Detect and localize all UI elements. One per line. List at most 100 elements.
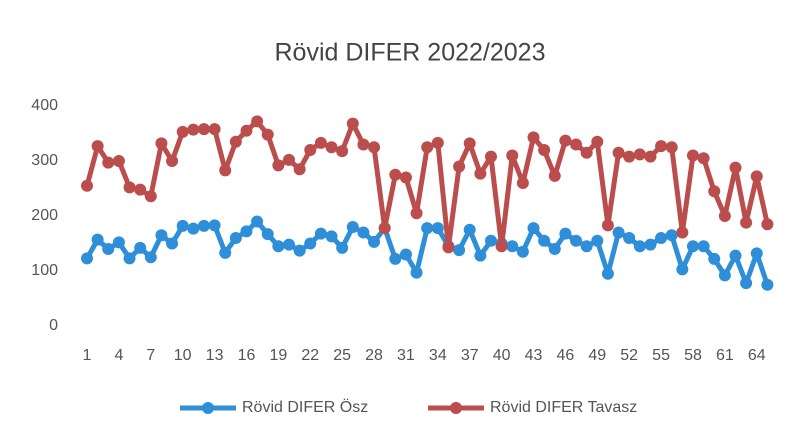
point (112, 236, 125, 249)
point (421, 141, 434, 154)
point (591, 135, 604, 148)
point (251, 115, 264, 128)
point (623, 150, 636, 163)
point (750, 247, 763, 260)
point (251, 215, 264, 228)
point (123, 181, 136, 194)
point (538, 144, 551, 156)
point (761, 278, 774, 291)
x-tick-label: 4 (114, 347, 123, 364)
point (697, 240, 710, 253)
point (484, 234, 497, 247)
point (399, 248, 412, 261)
point (336, 241, 349, 254)
point (548, 169, 561, 182)
point (102, 156, 115, 169)
point (81, 179, 94, 192)
x-tick-label: 46 (557, 347, 575, 364)
point (516, 245, 529, 258)
point (612, 226, 625, 239)
legend-swatch-dot (450, 402, 462, 414)
point (623, 232, 636, 244)
point (474, 249, 487, 262)
point (304, 237, 317, 250)
point (389, 168, 402, 181)
y-tick-label: 300 (31, 152, 58, 169)
point (187, 123, 200, 136)
point (325, 230, 338, 243)
point (304, 144, 317, 156)
point (580, 240, 593, 253)
point (240, 124, 253, 137)
point (410, 266, 423, 279)
point (325, 141, 338, 154)
point (708, 252, 721, 265)
point (293, 163, 306, 176)
point (655, 140, 668, 153)
point (176, 125, 189, 138)
point (729, 249, 742, 262)
point (570, 138, 583, 151)
point (697, 152, 710, 165)
point (559, 134, 572, 147)
point (229, 135, 242, 148)
x-tick-label: 43 (525, 347, 543, 364)
point (633, 240, 646, 253)
point (761, 218, 774, 231)
point (548, 243, 561, 255)
point (283, 238, 295, 251)
point (644, 150, 657, 163)
x-tick-label: 31 (397, 347, 415, 364)
point (314, 227, 327, 240)
point (208, 123, 221, 136)
point (378, 222, 391, 235)
point (538, 234, 551, 247)
point (187, 222, 200, 235)
point (166, 155, 179, 167)
point (516, 177, 529, 189)
point (484, 150, 497, 163)
legend-swatch-dot (202, 402, 214, 414)
x-tick-label: 52 (620, 347, 638, 364)
point (399, 171, 412, 184)
point (219, 246, 232, 259)
point (368, 141, 381, 154)
point (686, 149, 699, 162)
point (368, 235, 381, 248)
y-tick-label: 200 (31, 207, 58, 224)
point (134, 241, 147, 254)
point (708, 185, 721, 198)
point (463, 223, 476, 236)
point (336, 145, 349, 158)
point (601, 219, 614, 232)
x-tick-label: 16 (238, 347, 256, 364)
x-tick-label: 61 (716, 347, 734, 364)
point (580, 146, 593, 159)
point (112, 155, 125, 167)
x-tick-label: 40 (493, 347, 511, 364)
point (633, 148, 646, 161)
point (197, 219, 210, 232)
point (686, 240, 699, 253)
point (410, 207, 423, 220)
point (314, 136, 327, 149)
x-tick-label: 34 (429, 347, 447, 364)
point (346, 221, 359, 233)
point (261, 128, 274, 141)
point (357, 138, 370, 151)
point (740, 216, 753, 229)
x-tick-label: 22 (301, 347, 319, 364)
point (676, 263, 689, 276)
x-tick-label: 25 (333, 347, 351, 364)
y-tick-label: 100 (31, 262, 58, 279)
x-tick-label: 1 (83, 347, 92, 364)
x-tick-label: 7 (146, 347, 155, 364)
y-tick-label: 400 (31, 97, 58, 114)
point (559, 227, 572, 240)
point (442, 241, 455, 254)
point (134, 183, 147, 196)
point (144, 251, 157, 264)
point (357, 226, 370, 239)
